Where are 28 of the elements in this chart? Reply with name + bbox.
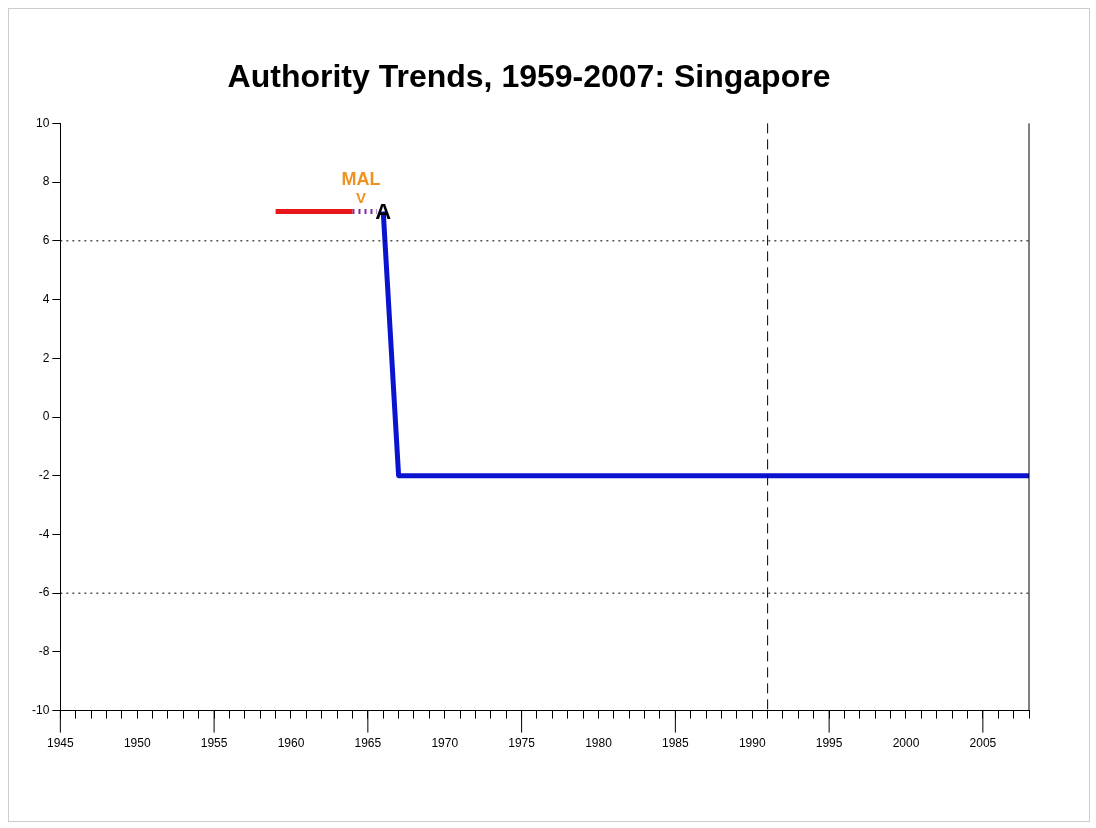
y-tick-label: 10: [35, 115, 50, 130]
y-tick-label: 8: [42, 174, 50, 189]
x-tick-label: 1990: [738, 736, 766, 751]
x-tick-label: 1970: [431, 736, 459, 751]
y-tick-label: -4: [38, 526, 50, 541]
x-tick-label: 1960: [277, 736, 305, 751]
y-tick-label: 0: [42, 409, 50, 424]
annotation: MAL: [341, 169, 381, 190]
y-tick-label: -10: [32, 702, 50, 717]
y-tick-label: 2: [42, 350, 50, 365]
y-tick-label: -6: [38, 585, 50, 600]
annotation: A: [375, 199, 392, 225]
x-tick-label: 1995: [815, 736, 843, 751]
x-tick-label: 2005: [969, 736, 997, 751]
chart-title: Authority Trends, 1959-2007: Singapore: [227, 58, 831, 95]
y-tick-label: -2: [38, 468, 50, 483]
x-tick-label: 1950: [123, 736, 151, 751]
y-tick-label: 6: [42, 233, 50, 248]
y-tick-label: -8: [38, 644, 50, 659]
x-tick-label: 1945: [46, 736, 75, 751]
x-tick-label: 1965: [354, 736, 382, 751]
y-tick-label: 4: [42, 291, 50, 306]
x-tick-label: 1985: [662, 736, 690, 751]
annotation: V: [356, 189, 367, 207]
x-tick-label: 1955: [200, 736, 228, 751]
x-tick-label: 2000: [892, 736, 920, 751]
x-tick-label: 1975: [508, 736, 536, 751]
x-tick-label: 1980: [585, 736, 613, 751]
